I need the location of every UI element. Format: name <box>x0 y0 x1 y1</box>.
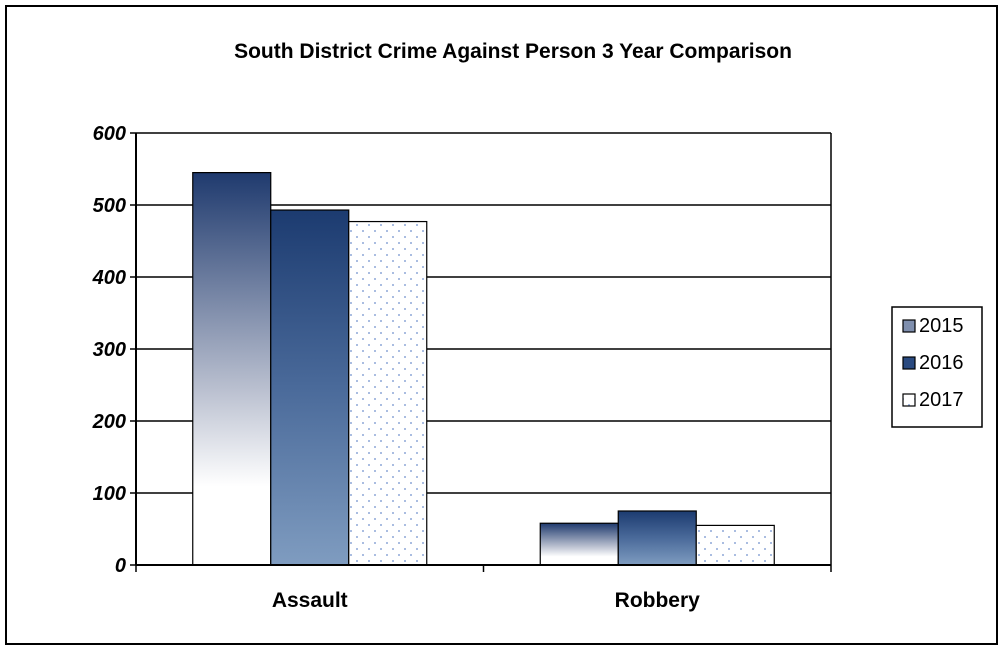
legend-swatch-2016 <box>902 356 916 370</box>
bar-2016-assault <box>270 209 350 566</box>
y-tick-label: 200 <box>92 411 126 433</box>
bar-2016-robbery <box>617 510 697 566</box>
y-tick-label: 0 <box>115 555 126 577</box>
y-tick-label: 500 <box>93 195 126 217</box>
bar-2015-robbery <box>539 522 619 566</box>
legend-label-2016: 2016 <box>919 352 964 374</box>
legend-swatch-2015 <box>902 319 916 333</box>
legend-label-2017: 2017 <box>919 389 964 411</box>
y-tick-label: 600 <box>93 123 126 145</box>
legend: 2015 2016 2017 <box>891 306 983 428</box>
y-tick-label: 400 <box>92 267 126 289</box>
legend-label-2015: 2015 <box>919 315 964 337</box>
chart-title: South District Crime Against Person 3 Ye… <box>234 40 792 63</box>
y-tick-label: 100 <box>93 483 126 505</box>
chart-frame <box>5 5 998 645</box>
x-tick-label: Assault <box>272 589 348 612</box>
y-tick-label: 300 <box>93 339 126 361</box>
y-axis: 0 100 200 300 400 500 600 <box>92 123 137 577</box>
bar-2015-assault <box>192 172 272 566</box>
bar-2017-assault <box>348 220 428 566</box>
bar-2017-robbery <box>695 524 775 566</box>
x-tick-label: Robbery <box>615 589 701 612</box>
x-axis: Assault Robbery <box>135 564 832 612</box>
bars <box>192 172 775 566</box>
legend-swatch-2017 <box>902 393 916 407</box>
